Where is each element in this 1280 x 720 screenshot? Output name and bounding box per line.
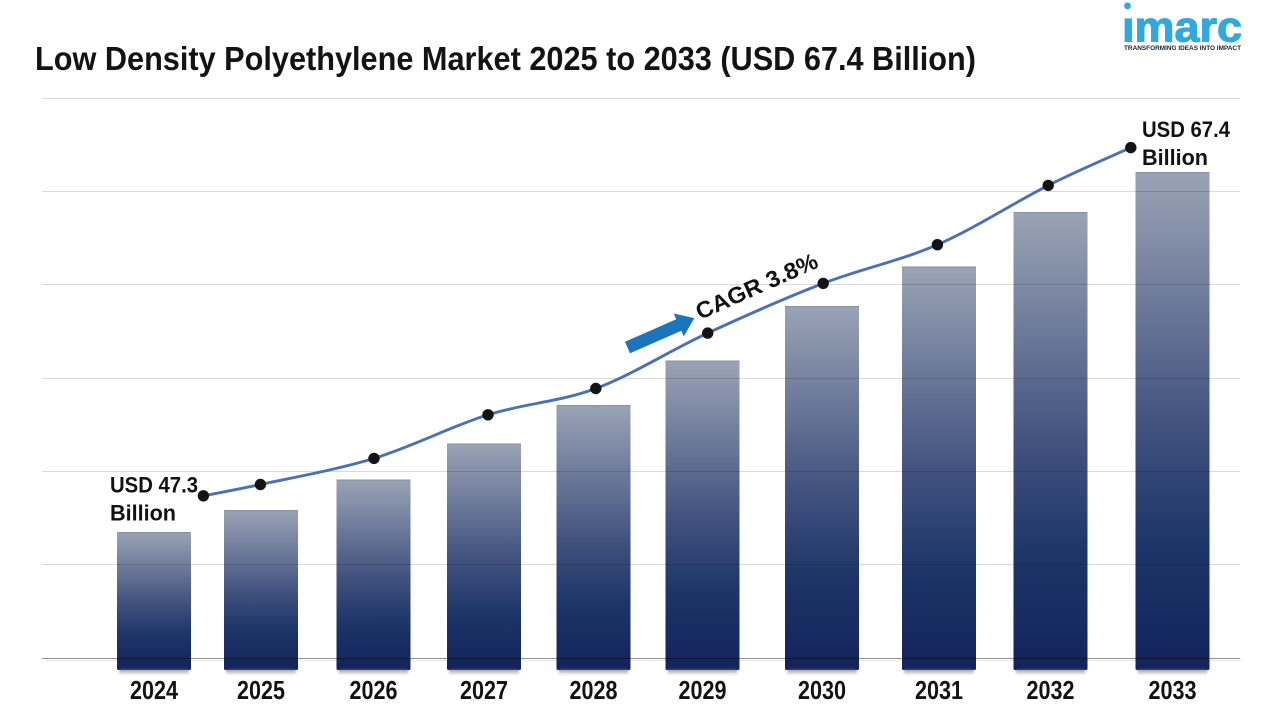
svg-text:2028: 2028 [570,675,618,705]
svg-text:TRANSFORMING IDEAS INTO IMPACT: TRANSFORMING IDEAS INTO IMPACT [1124,45,1241,52]
svg-text:Billion: Billion [1142,145,1208,170]
svg-text:Billion: Billion [110,501,176,526]
svg-text:2024: 2024 [130,675,178,705]
svg-text:2027: 2027 [460,675,508,705]
svg-text:USD 47.3: USD 47.3 [110,473,198,498]
svg-text:USD 67.4: USD 67.4 [1142,117,1231,142]
svg-text:2031: 2031 [915,675,963,705]
svg-text:2026: 2026 [350,675,398,705]
svg-text:2033: 2033 [1149,675,1197,705]
svg-text:2032: 2032 [1027,675,1075,705]
svg-text:2030: 2030 [798,675,846,705]
svg-text:2029: 2029 [679,675,727,705]
svg-text:ımarc: ımarc [1122,4,1242,52]
svg-text:Low Density Polyethylene Marke: Low Density Polyethylene Market 2025 to … [35,40,976,77]
svg-text:2025: 2025 [237,675,285,705]
